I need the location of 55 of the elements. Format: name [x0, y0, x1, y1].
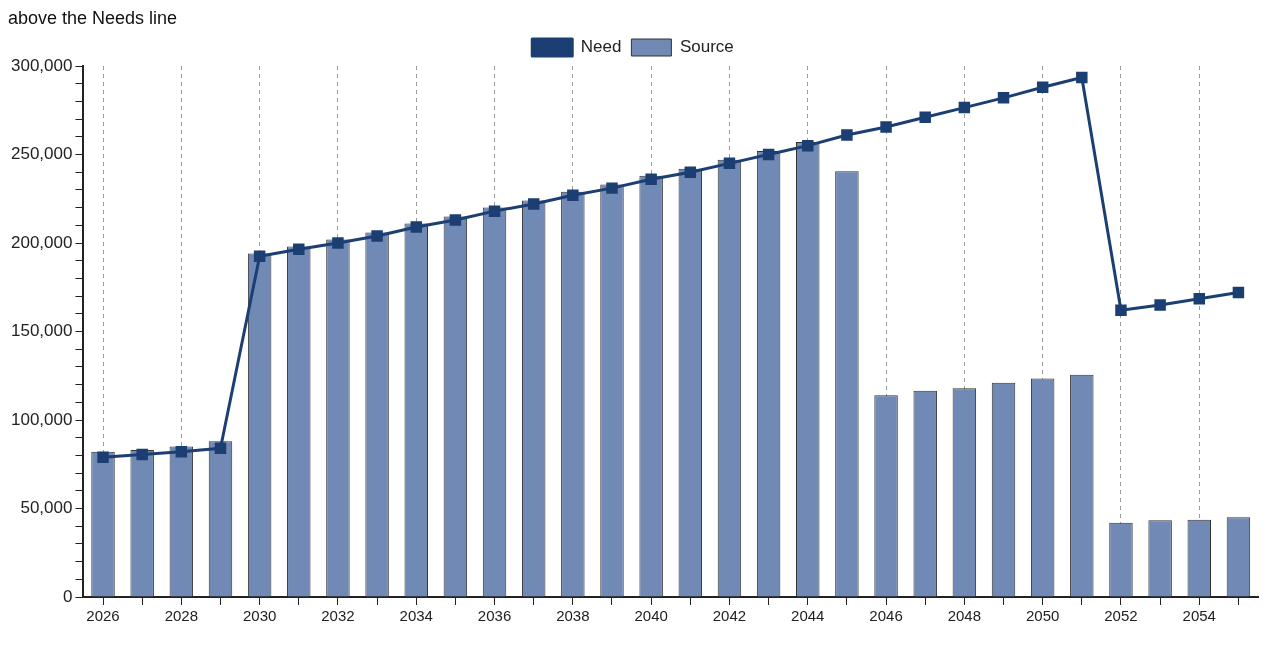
x-tick-label: 2030 — [242, 607, 277, 625]
point — [175, 446, 188, 458]
x-tick-label: 2032 — [321, 607, 355, 625]
point — [919, 111, 931, 124]
y-tick-label: 0 — [62, 586, 73, 606]
point — [293, 243, 305, 255]
x-tick-label: 2042 — [712, 607, 747, 625]
point — [332, 237, 344, 249]
point — [1193, 293, 1206, 305]
x-tick-label: 2048 — [947, 607, 982, 625]
x-tick-label: 2050 — [1025, 607, 1060, 625]
point — [214, 442, 227, 455]
legend-label: Source — [679, 37, 734, 57]
text: above the Needs line — [8, 8, 179, 29]
point — [802, 139, 814, 152]
point — [371, 230, 383, 242]
point — [1036, 81, 1049, 93]
x-tick-label: 2046 — [869, 607, 903, 625]
legend-label: Need — [580, 37, 622, 57]
x-tick-label: 2052 — [1104, 607, 1138, 625]
point — [449, 214, 462, 226]
point — [253, 250, 266, 263]
point — [1115, 304, 1127, 316]
x-tick-label: 2044 — [791, 607, 825, 625]
point — [97, 451, 109, 463]
x-tick-label: 2034 — [399, 607, 433, 625]
point — [958, 101, 971, 114]
y-tick-label: 200,000 — [11, 232, 73, 252]
point — [1232, 286, 1245, 299]
point — [1076, 71, 1088, 84]
point — [723, 157, 736, 170]
point — [880, 121, 892, 133]
point — [606, 182, 618, 194]
x-tick-label: 2040 — [634, 607, 668, 625]
point — [136, 448, 148, 461]
x-tick-label: 2026 — [86, 607, 120, 625]
x-tick-label: 2054 — [1182, 607, 1216, 625]
point — [684, 166, 697, 178]
point — [488, 205, 501, 217]
point — [567, 189, 579, 201]
point — [841, 129, 853, 141]
point — [1154, 299, 1166, 311]
x-tick-label: 2028 — [164, 607, 199, 625]
point — [762, 148, 775, 161]
y-tick-label: 100,000 — [11, 409, 73, 429]
y-tick-label: 50,000 — [20, 498, 73, 518]
x-tick-label: 2038 — [556, 607, 590, 625]
point — [645, 173, 657, 186]
x-tick-label: 2036 — [477, 607, 512, 625]
y-tick-label: 150,000 — [11, 321, 73, 341]
point — [997, 92, 1010, 104]
point — [410, 221, 422, 233]
y-tick-label: 300,000 — [11, 55, 73, 75]
point — [527, 198, 540, 210]
y-tick-label: 250,000 — [11, 144, 73, 164]
